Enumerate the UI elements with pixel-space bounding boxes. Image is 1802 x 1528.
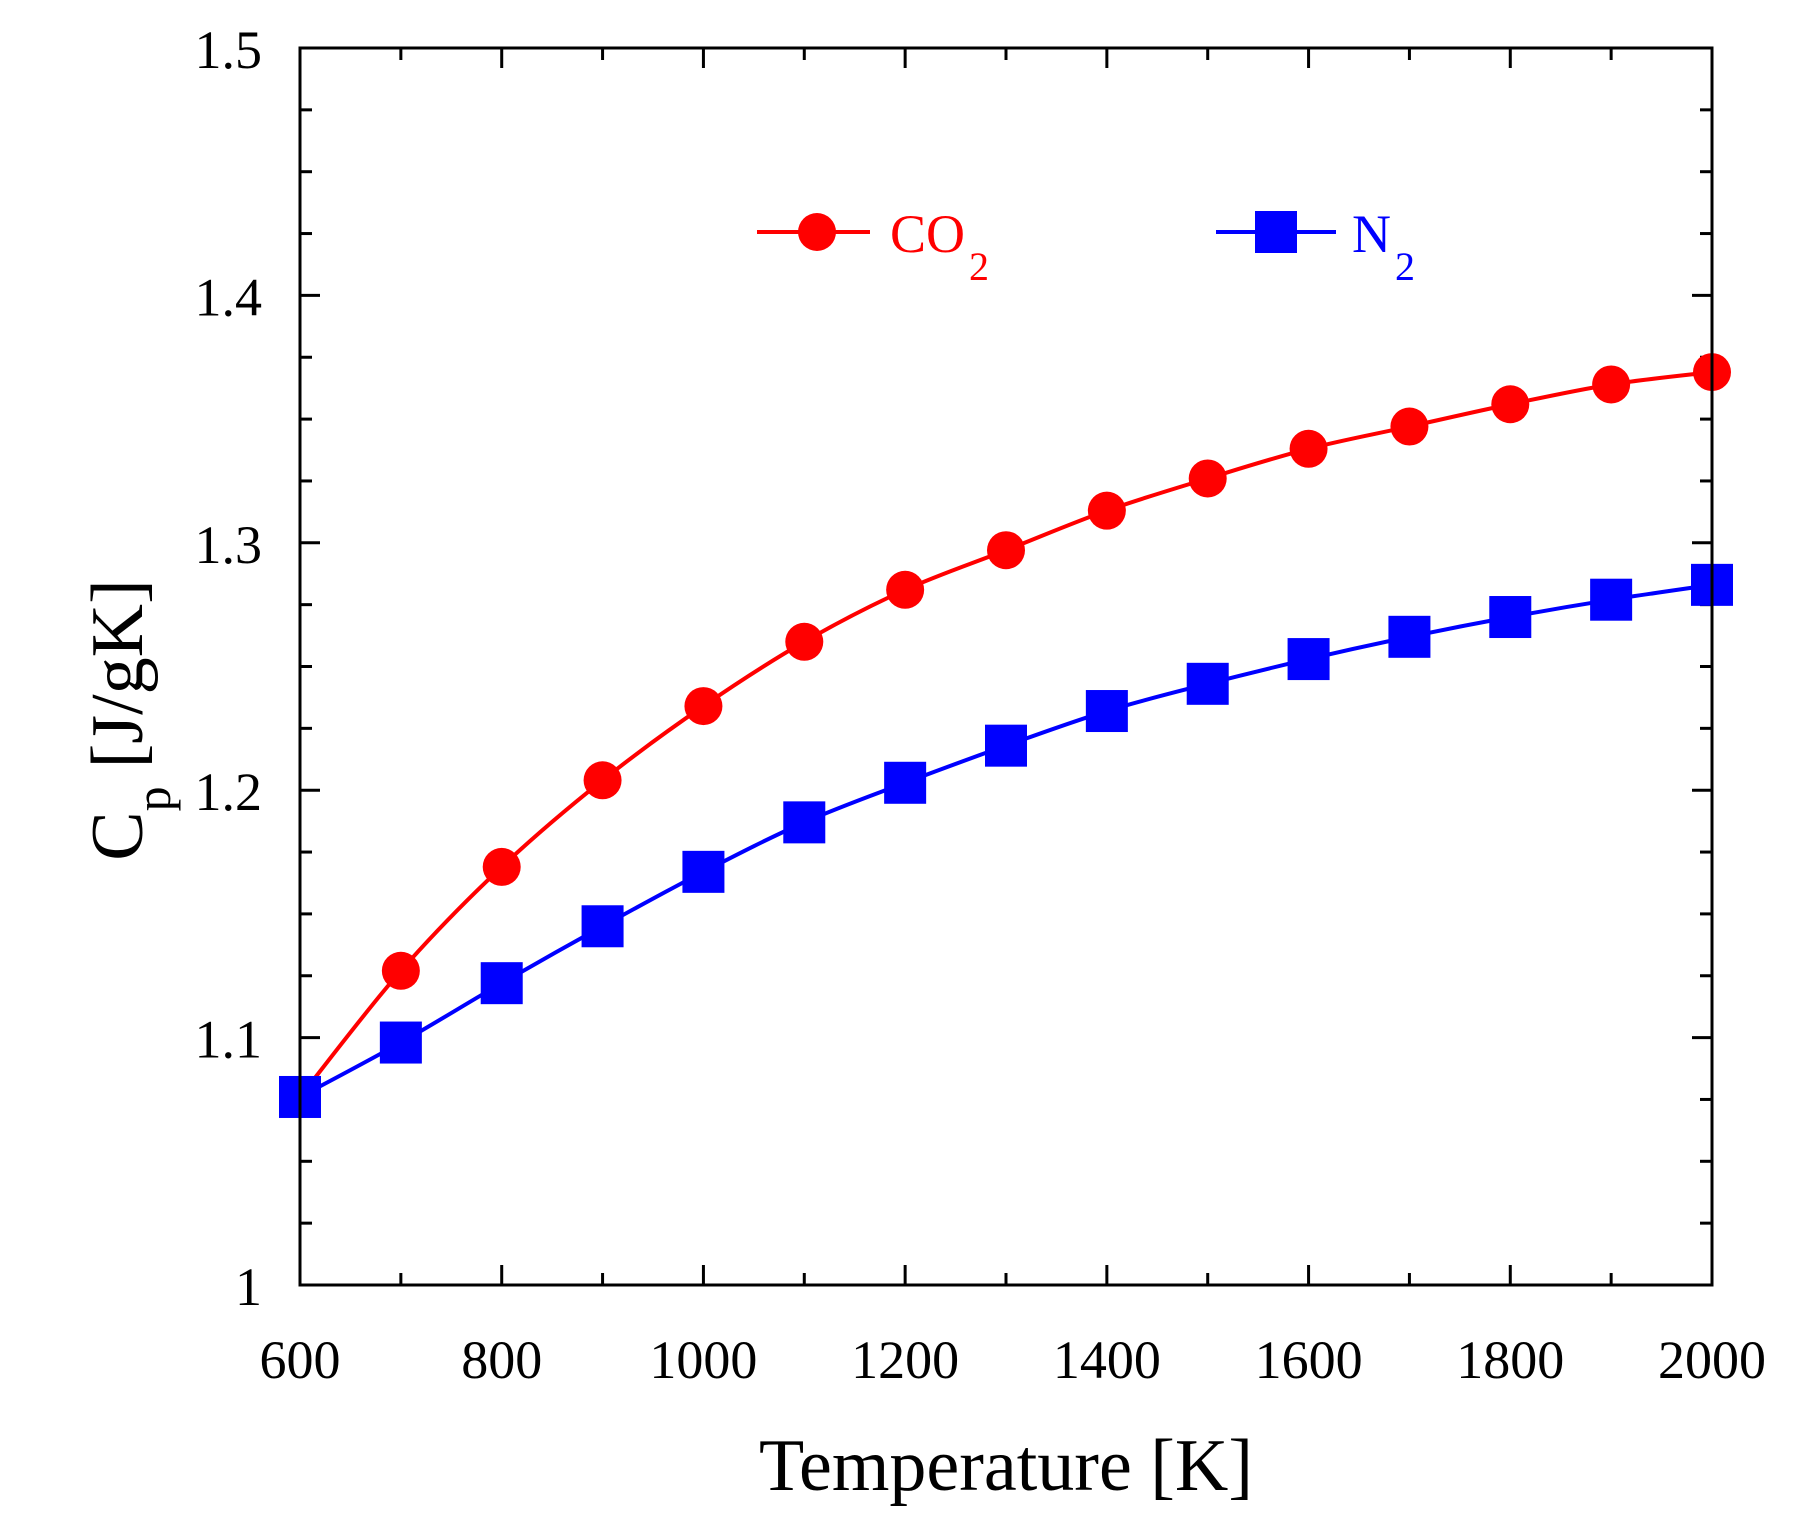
data-point-n2	[985, 724, 1027, 767]
data-point-co2	[1087, 491, 1126, 530]
data-point-co2	[482, 847, 521, 886]
y-tick-label: 1.2	[195, 762, 263, 822]
data-point-n2	[884, 761, 927, 804]
data-point-co2	[987, 531, 1025, 570]
data-point-co2	[1592, 365, 1631, 404]
x-tick-label: 1800	[1456, 1330, 1564, 1390]
x-tick-label: 1200	[851, 1330, 959, 1390]
y-tick-label: 1.3	[195, 515, 263, 575]
y-tick-label: 1.5	[195, 20, 263, 80]
x-tick-label: 1400	[1053, 1330, 1161, 1390]
y-axis-title-sub: p	[125, 786, 181, 811]
data-point-co2	[684, 687, 723, 726]
data-point-co2	[1390, 407, 1429, 446]
y-axis-title-unit: [J/gK]	[77, 579, 159, 768]
data-point-n2	[1388, 615, 1431, 658]
legend-marker-n2	[1255, 211, 1297, 253]
legend-label-main: N	[1352, 204, 1391, 264]
data-point-n2	[682, 850, 725, 893]
data-point-co2	[1491, 385, 1530, 424]
data-point-co2	[785, 622, 824, 661]
y-tick-label: 1	[235, 1257, 262, 1317]
data-point-co2	[886, 570, 925, 609]
y-axis-title: Cp [J/gK]	[77, 579, 181, 860]
x-tick-label: 1600	[1255, 1330, 1363, 1390]
svg-text:Cp[J/gK]: Cp [J/gK]	[77, 579, 181, 860]
data-point-n2	[581, 905, 624, 948]
x-axis-title: Temperature [K]	[759, 1425, 1253, 1507]
legend-marker-co2	[798, 213, 836, 251]
tick-labels: 600 800 1000 1200 1400 1600 1800 2000 1 1.1 1.2 1.3…	[195, 20, 1767, 1390]
legend-label-sub: 2	[969, 244, 989, 289]
legend-label-sub: 2	[1395, 244, 1415, 289]
plot-frame	[298, 46, 1714, 1287]
series-layer	[279, 353, 1733, 1118]
y-tick-label: 1.1	[195, 1010, 263, 1070]
legend-label-main: CO	[890, 204, 965, 264]
data-point-n2	[1590, 578, 1633, 621]
legend-item-co2: CO2	[757, 204, 989, 289]
series-n2	[279, 563, 1733, 1118]
data-point-n2	[1085, 690, 1128, 733]
x-tick-label: 1000	[649, 1330, 757, 1390]
x-tick-label: 2000	[1658, 1330, 1766, 1390]
data-point-n2	[379, 1021, 422, 1064]
data-point-n2	[783, 801, 826, 844]
axis-ticks	[298, 46, 1714, 1287]
data-point-n2	[1186, 662, 1229, 705]
y-axis-title-main: C	[77, 811, 159, 860]
y-tick-label: 1.4	[195, 267, 263, 327]
x-tick-label: 800	[461, 1330, 542, 1390]
data-point-co2	[583, 761, 622, 800]
data-point-co2	[381, 951, 420, 990]
data-point-n2	[1287, 638, 1330, 681]
legend-label-co2: CO2	[890, 204, 989, 289]
data-point-n2	[480, 962, 523, 1005]
x-tick-label: 600	[260, 1330, 341, 1390]
data-point-n2	[1489, 596, 1532, 639]
data-point-co2	[1188, 459, 1227, 498]
legend-item-n2: N2	[1216, 204, 1415, 289]
series-line-n2	[299, 582, 1713, 1099]
data-point-co2	[1289, 429, 1328, 468]
legend-label-n2: N2	[1352, 204, 1415, 289]
